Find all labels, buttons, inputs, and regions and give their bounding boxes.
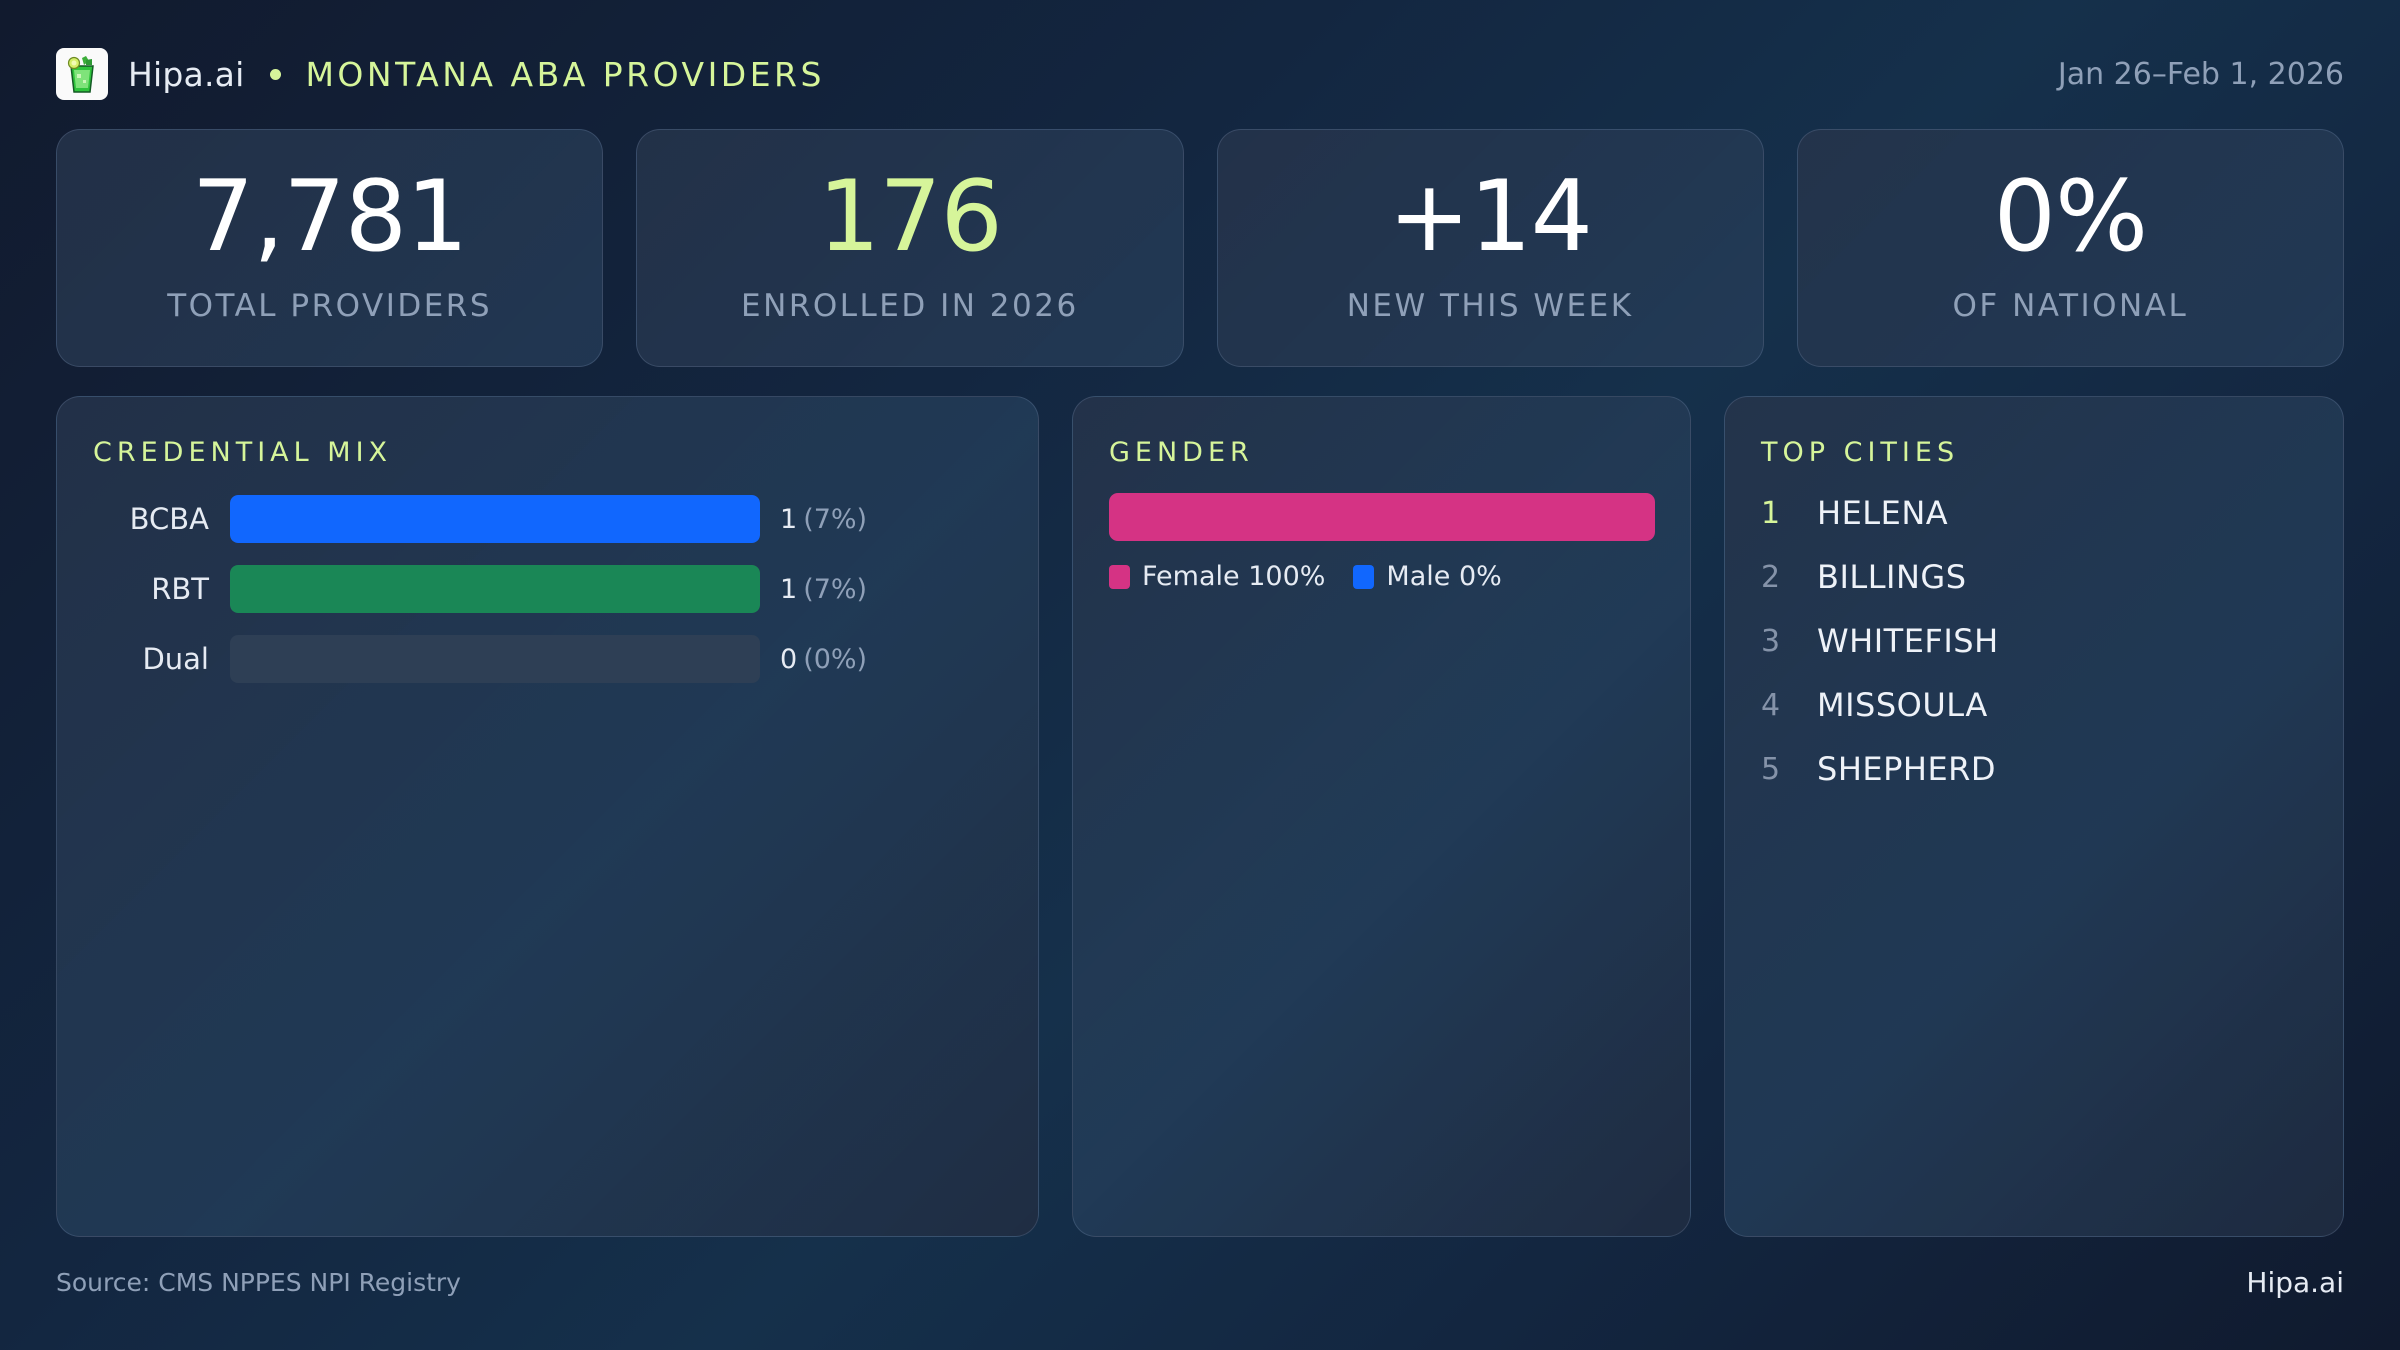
city-rank: 4 [1761,687,1781,723]
credential-row-rbt: RBT 1 (7%) [93,565,1002,613]
credential-bar-fill [230,565,760,613]
city-item: 2 BILLINGS [1761,545,2307,609]
legend-text: Female 100% [1142,561,1326,592]
gender-panel: GENDER Female 100% Male 0% [1072,396,1691,1237]
city-name: HELENA [1817,494,1949,532]
footer-source: Source: CMS NPPES NPI Registry [56,1268,461,1297]
gender-segment-female [1109,493,1655,541]
city-name: SHEPHERD [1817,750,1997,788]
credential-row-bcba: BCBA 1 (7%) [93,495,1002,543]
credential-label: BCBA [129,502,209,536]
legend-swatch-female [1109,564,1130,589]
separator-dot [270,68,282,80]
credential-percent: (7%) [803,573,868,605]
credential-count: 0 (0%) [780,643,868,675]
credential-percent: (0%) [803,643,868,675]
stat-value: 176 [817,160,1003,274]
panel-title: CREDENTIAL MIX [93,437,393,468]
city-rank: 5 [1761,751,1781,787]
city-rank: 3 [1761,623,1781,659]
stat-value: +14 [1388,160,1593,274]
legend-text: Male 0% [1386,561,1502,592]
credential-label: RBT [151,572,209,606]
credential-label: Dual [142,642,209,676]
city-rank: 2 [1761,559,1781,595]
header: Hipa.ai MONTANA ABA PROVIDERS Jan 26–Feb… [56,46,2344,102]
city-item: 3 WHITEFISH [1761,609,2307,673]
gender-legend: Female 100% Male 0% [1109,561,1654,592]
stat-card-total-providers: 7,781 TOTAL PROVIDERS [56,129,604,367]
panel-title: TOP CITIES [1761,437,1960,468]
page-title: MONTANA ABA PROVIDERS [305,54,825,94]
date-range: Jan 26–Feb 1, 2026 [2057,56,2344,92]
stat-label: ENROLLED IN 2026 [741,288,1079,324]
stat-label: TOTAL PROVIDERS [167,288,493,324]
brand-name: Hipa.ai [128,54,245,94]
credential-mix-panel: CREDENTIAL MIX BCBA 1 (7%) RBT 1 (7%) Dual… [56,396,1039,1237]
brand: Hipa.ai MONTANA ABA PROVIDERS [56,48,825,100]
credential-bar-track [230,495,760,543]
city-item: 5 SHEPHERD [1761,737,2307,801]
stat-card-new-this-week: +14 NEW THIS WEEK [1216,129,1764,367]
city-name: WHITEFISH [1817,622,1999,660]
city-name: MISSOULA [1817,686,1988,724]
legend-swatch-male [1353,564,1375,589]
stat-label: OF NATIONAL [1952,288,2189,324]
stat-value: 7,781 [191,160,469,274]
mojito-glass-icon [56,48,108,100]
city-rank: 1 [1761,495,1781,531]
stat-cards: 7,781 TOTAL PROVIDERS 176 ENROLLED IN 20… [56,129,2344,367]
legend-item-female: Female 100% [1109,561,1325,592]
panels: CREDENTIAL MIX BCBA 1 (7%) RBT 1 (7%) Dual… [56,396,2344,1237]
city-item: 1 HELENA [1761,481,2307,545]
stat-label: NEW THIS WEEK [1346,288,1634,324]
credential-bar-fill [230,495,760,543]
credential-bar-track [230,565,760,613]
credential-percent: (7%) [803,503,868,535]
panel-title: GENDER [1109,437,1254,468]
credential-count: 1 (7%) [780,503,868,535]
credential-count: 1 (7%) [780,573,868,605]
city-list: 1 HELENA 2 BILLINGS 3 WHITEFISH 4 MISSOU… [1761,481,2307,801]
stat-card-enrolled: 176 ENROLLED IN 2026 [636,129,1184,367]
stat-card-of-national: 0% OF NATIONAL [1796,129,2344,367]
credential-row-dual: Dual 0 (0%) [93,635,1002,683]
stat-value: 0% [1993,160,2148,274]
city-item: 4 MISSOULA [1761,673,2307,737]
credential-bar-track [230,635,760,683]
legend-item-male: Male 0% [1353,561,1502,592]
city-name: BILLINGS [1817,558,1967,596]
gender-stacked-bar [1109,493,1655,541]
footer-brand: Hipa.ai [2246,1266,2344,1299]
top-cities-panel: TOP CITIES 1 HELENA 2 BILLINGS 3 WHITEFI… [1724,396,2344,1237]
